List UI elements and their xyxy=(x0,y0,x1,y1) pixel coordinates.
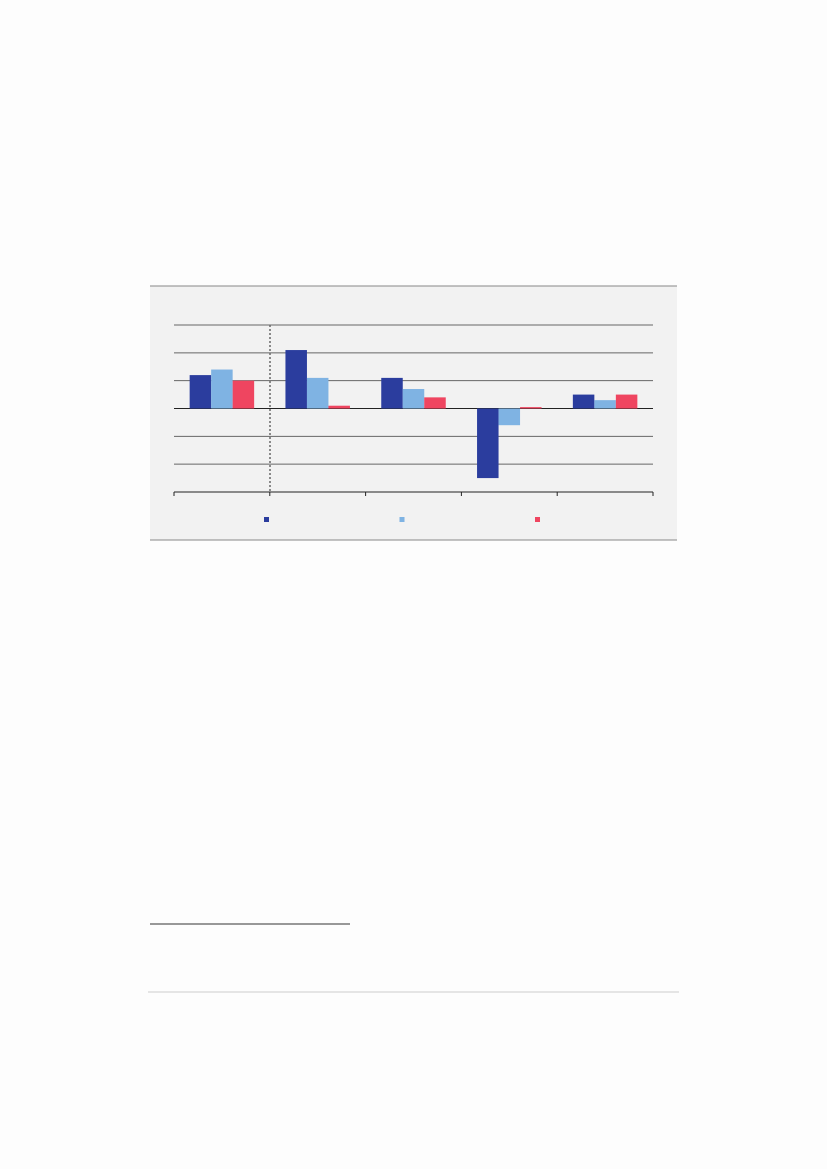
bar xyxy=(615,394,638,409)
plot xyxy=(173,324,654,522)
bar xyxy=(594,400,616,409)
bar xyxy=(328,405,350,409)
legend-swatch xyxy=(264,517,269,522)
bar xyxy=(285,350,307,409)
legend-swatch xyxy=(535,517,540,522)
bar xyxy=(498,408,521,426)
bar xyxy=(189,375,212,409)
bar xyxy=(477,408,499,479)
bar xyxy=(211,369,233,409)
bar xyxy=(402,389,425,409)
bar xyxy=(232,380,255,409)
chart-panel xyxy=(150,286,677,540)
bar xyxy=(424,397,446,409)
bar xyxy=(520,407,542,409)
bar xyxy=(306,377,329,409)
bar xyxy=(381,377,403,409)
legend-swatch xyxy=(399,517,405,522)
bar xyxy=(572,394,595,409)
